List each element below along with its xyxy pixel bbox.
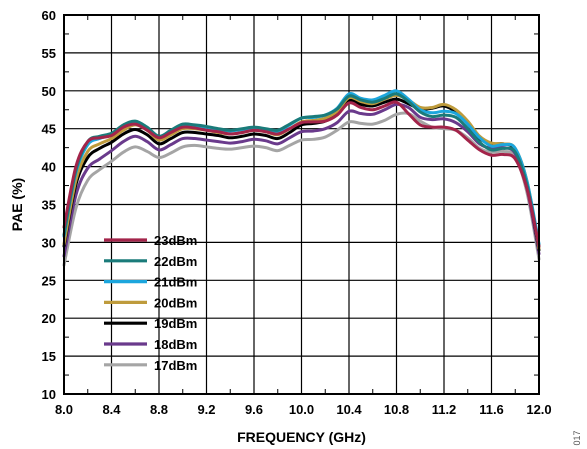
figure-id: 017 [572,430,582,445]
grid [63,14,540,395]
x-tick-label: 11.6 [479,402,504,417]
x-tick-label: 10.4 [336,402,362,417]
x-tick-label: 10.0 [289,402,314,417]
x-tick-label: 8.0 [55,402,73,417]
y-tick-label: 55 [42,46,56,61]
legend-label-19dBm: 19dBm [154,316,197,331]
series-lines [62,89,541,267]
plot-frame [63,14,540,395]
y-tick-label: 40 [42,160,56,175]
series-line-22dBm [62,92,541,248]
y-axis-title: PAE (%) [9,178,25,231]
y-tick-label: 25 [42,273,56,288]
y-tick-label: 10 [42,387,56,402]
legend-label-22dBm: 22dBm [154,254,197,269]
legend-label-21dBm: 21dBm [154,275,197,290]
x-tick-label: 8.4 [102,402,121,417]
x-tick-label: 11.2 [432,402,457,417]
legend-label-18dBm: 18dBm [154,337,197,352]
series-line-23dBm [62,100,541,248]
legend-label-23dBm: 23dBm [154,233,197,248]
x-axis-title: FREQUENCY (GHz) [237,429,366,445]
x-axis-ticks: 8.0 8.4 8.8 9.2 9.6 10.0 10.4 10.8 11.2 11.6 12.0 [55,402,552,417]
y-tick-label: 15 [42,349,56,364]
legend-label-17dBm: 17dBm [154,358,197,373]
legend-label-20dBm: 20dBm [154,295,197,310]
x-tick-label: 8.8 [150,402,168,417]
y-tick-label: 35 [42,198,56,213]
y-tick-label: 20 [42,311,56,326]
y-tick-label: 30 [42,235,56,250]
legend: 23dBm 22dBm 21dBm 20dBm 19dBm 18dBm 17dBm [104,233,197,373]
x-tick-label: 12.0 [526,402,551,417]
x-tick-label: 9.6 [245,402,263,417]
x-tick-label: 9.2 [197,402,215,417]
y-tick-label: 60 [42,8,56,23]
series-line-18dBm [62,102,541,258]
x-tick-label: 10.8 [384,402,409,417]
y-tick-label: 50 [42,84,56,99]
y-axis-ticks: 10 15 20 25 30 35 40 45 50 55 60 [42,8,56,402]
y-tick-label: 45 [42,122,56,137]
